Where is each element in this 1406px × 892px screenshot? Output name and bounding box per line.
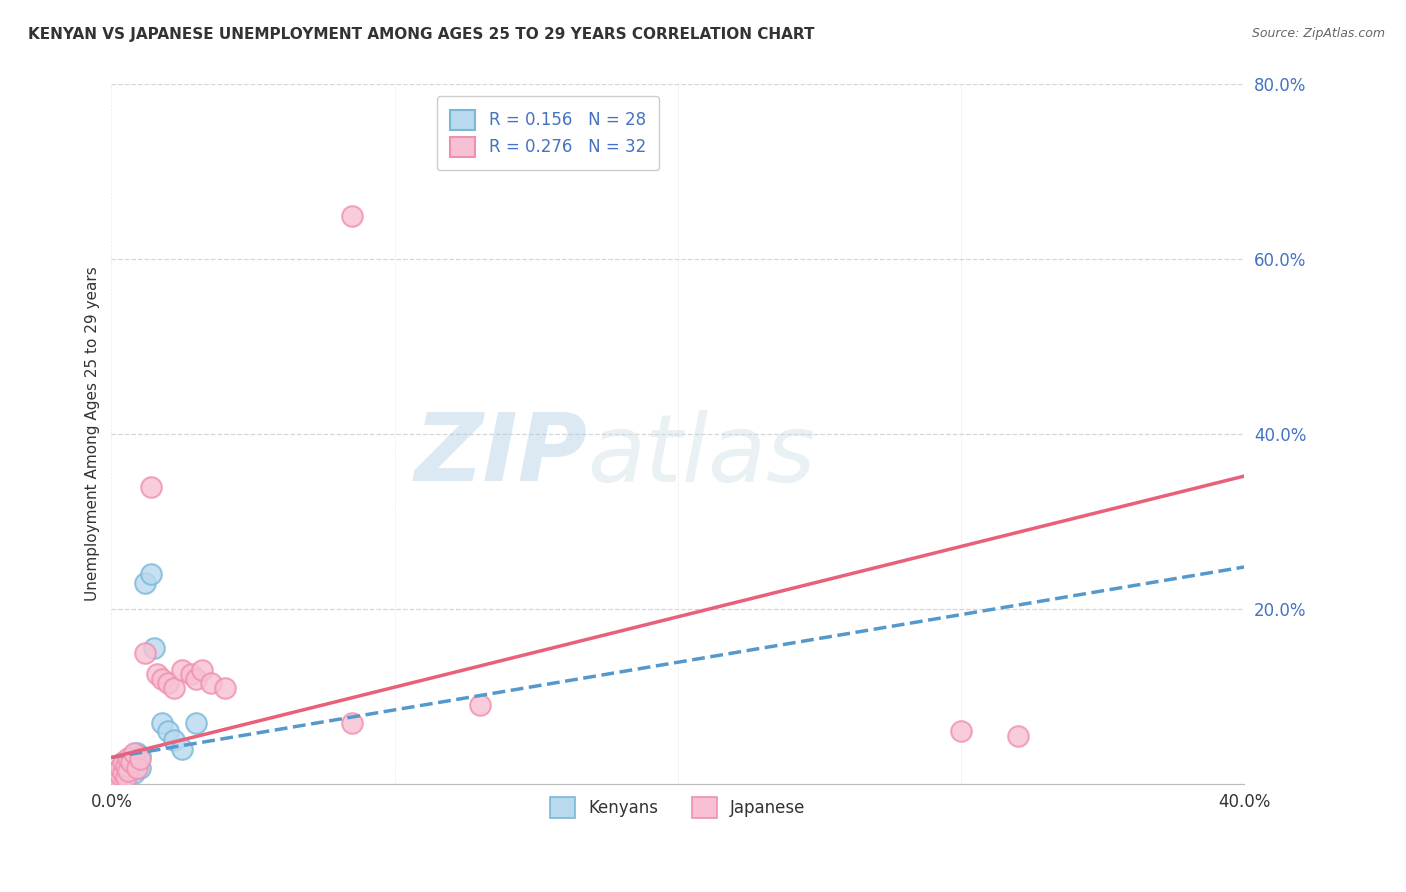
Point: [191, 663, 214, 677]
Point: [134, 575, 156, 590]
Point: [120, 755, 142, 769]
Point: [128, 748, 150, 763]
Point: [152, 715, 174, 730]
Point: [122, 746, 145, 760]
Point: [114, 770, 136, 784]
Point: [120, 750, 142, 764]
Point: [128, 761, 150, 775]
Point: [145, 667, 167, 681]
Point: [105, 774, 128, 789]
Point: [152, 672, 174, 686]
Point: [105, 764, 128, 778]
Point: [128, 752, 150, 766]
Point: [117, 764, 139, 778]
Point: [157, 724, 180, 739]
Point: [950, 724, 973, 739]
Point: [105, 770, 128, 784]
Point: [214, 681, 236, 695]
Point: [105, 770, 128, 784]
Text: Source: ZipAtlas.com: Source: ZipAtlas.com: [1251, 27, 1385, 40]
Point: [163, 733, 186, 747]
Point: [122, 766, 145, 780]
Point: [103, 768, 125, 782]
Point: [125, 746, 148, 760]
Point: [103, 772, 125, 787]
Point: [114, 759, 136, 773]
Point: [163, 681, 186, 695]
Text: atlas: atlas: [588, 409, 815, 500]
Point: [134, 646, 156, 660]
Text: KENYAN VS JAPANESE UNEMPLOYMENT AMONG AGES 25 TO 29 YEARS CORRELATION CHART: KENYAN VS JAPANESE UNEMPLOYMENT AMONG AG…: [28, 27, 814, 42]
Point: [340, 715, 363, 730]
Point: [180, 667, 202, 681]
Y-axis label: Unemployment Among Ages 25 to 29 years: Unemployment Among Ages 25 to 29 years: [86, 267, 100, 601]
Point: [108, 761, 131, 775]
Point: [186, 715, 208, 730]
Point: [139, 479, 162, 493]
Point: [139, 566, 162, 581]
Point: [108, 768, 131, 782]
Point: [172, 663, 194, 677]
Point: [103, 772, 125, 787]
Point: [114, 770, 136, 784]
Point: [340, 209, 363, 223]
Point: [142, 641, 165, 656]
Point: [111, 766, 134, 780]
Point: [111, 755, 134, 769]
Point: [114, 757, 136, 772]
Point: [117, 755, 139, 769]
Point: [186, 672, 208, 686]
Point: [111, 766, 134, 780]
Point: [200, 676, 222, 690]
Point: [122, 752, 145, 766]
Point: [1007, 729, 1029, 743]
Point: [172, 741, 194, 756]
Point: [468, 698, 491, 712]
Point: [120, 764, 142, 778]
Point: [108, 764, 131, 778]
Point: [125, 759, 148, 773]
Point: [114, 761, 136, 775]
Legend: Kenyans, Japanese: Kenyans, Japanese: [544, 790, 813, 824]
Point: [117, 750, 139, 764]
Point: [111, 772, 134, 787]
Point: [125, 761, 148, 775]
Point: [108, 768, 131, 782]
Point: [157, 676, 180, 690]
Point: [117, 768, 139, 782]
Text: ZIP: ZIP: [415, 409, 588, 501]
